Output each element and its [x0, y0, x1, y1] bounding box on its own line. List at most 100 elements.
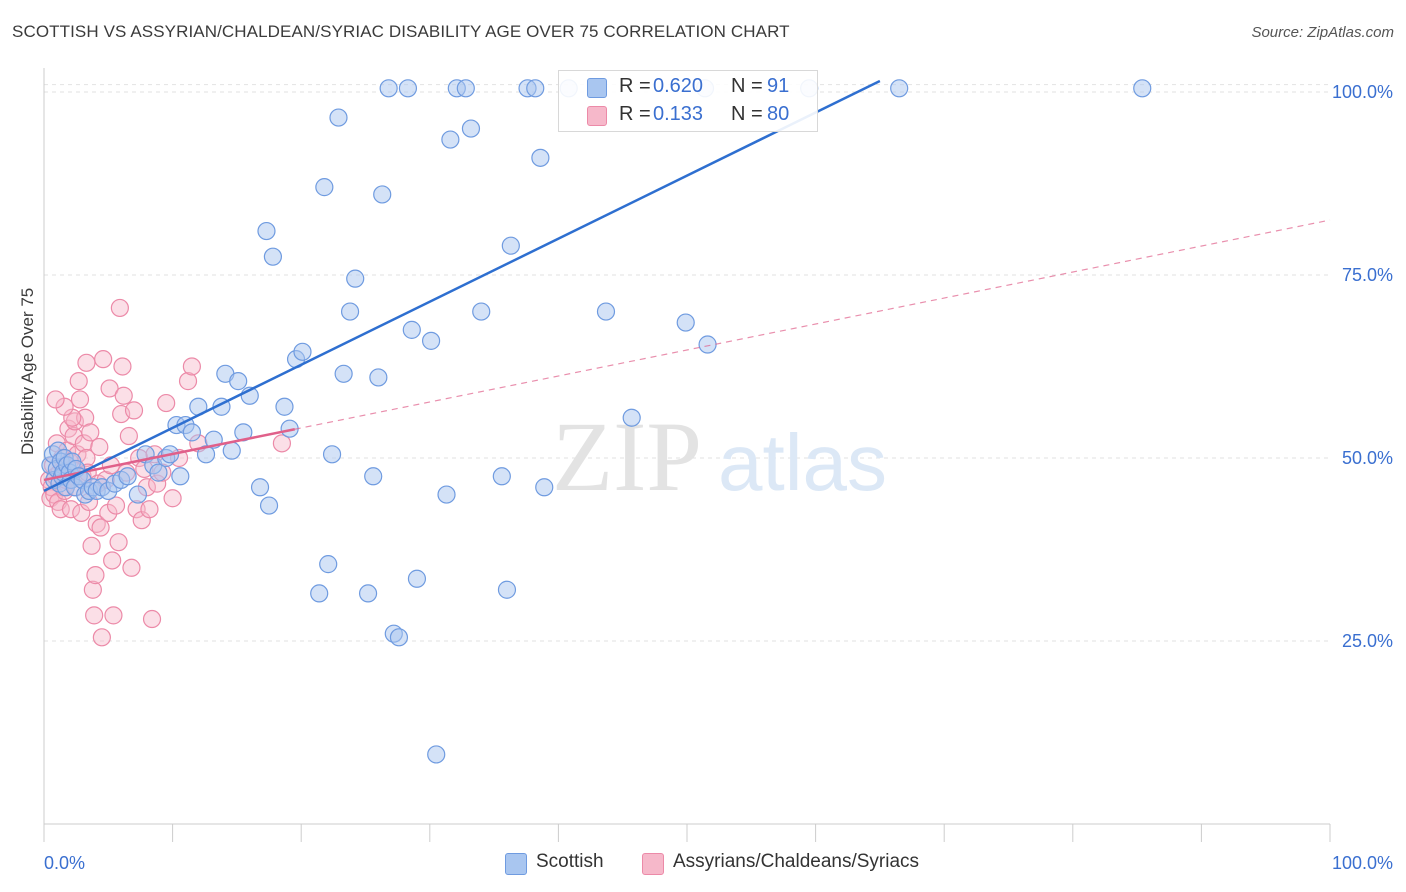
assyrian-point [114, 386, 133, 405]
assyrian-point [109, 533, 128, 552]
scottish-legend-swatch [505, 853, 527, 875]
scottish-point [315, 178, 334, 197]
scottish-point [379, 79, 398, 98]
assyrian-point [91, 518, 110, 537]
assyrian-swatch [587, 106, 607, 126]
scottish-point [389, 628, 409, 647]
scottish-point [398, 79, 418, 98]
scottish-point [461, 119, 481, 138]
scottish-point [322, 445, 342, 464]
scottish-point [456, 79, 475, 98]
assyrian-point [124, 401, 144, 420]
scottish-point [364, 467, 383, 486]
assyrian-point [83, 580, 102, 599]
axes [43, 68, 1331, 842]
assyrian-point [272, 434, 292, 453]
scottish-point [128, 485, 147, 504]
scottish-point [427, 745, 446, 764]
scottish-point [346, 269, 365, 288]
assyrian-point [94, 350, 113, 369]
assyrian-point [163, 489, 182, 508]
assyrian-point [82, 536, 101, 555]
scottish-point [171, 467, 190, 486]
scottish-point [501, 236, 520, 255]
assyrian-point [81, 423, 100, 442]
chart-title: SCOTTISH VS ASSYRIAN/CHALDEAN/SYRIAC DIS… [12, 22, 790, 41]
scottish-point [676, 313, 695, 332]
scottish-point [263, 247, 283, 266]
scottish-point [441, 130, 460, 149]
scottish-point [437, 485, 456, 504]
scottish-point [275, 397, 294, 416]
correlation-legend: R = 0.620 N = 91 R = 0.133 N = 80 [558, 70, 818, 132]
assyrian-point [104, 606, 123, 625]
assyrian-point [100, 379, 119, 398]
y-tick-label: 25.0% [1342, 631, 1393, 651]
watermark: ZIP atlas [552, 401, 887, 512]
scottish-point [310, 584, 329, 603]
assyrian-point [103, 551, 122, 570]
assyrian-point [113, 357, 132, 376]
scottish-point [526, 79, 545, 98]
scottish-point [250, 478, 270, 497]
scottish-point [421, 331, 441, 350]
scottish-point [319, 555, 338, 574]
scottish-point [369, 368, 388, 387]
watermark-atlas: atlas [718, 418, 887, 507]
y-axis-label: Disability Age Over 75 [18, 287, 37, 455]
legend-r-label: R = [619, 75, 651, 97]
scottish-point [257, 221, 276, 241]
scottish-point [531, 148, 550, 167]
assyrian-point [157, 393, 176, 413]
legend-row-assyrian: R = 0.133 N = 80 [559, 101, 817, 129]
assyrian-point [178, 372, 198, 391]
y-tick-label: 50.0% [1342, 448, 1393, 468]
assyrian-point [90, 437, 109, 457]
scottish-point [259, 496, 279, 515]
scottish-point [329, 108, 348, 127]
scottish-point [402, 320, 421, 339]
scottish-point [222, 441, 241, 460]
legend-r-value: 0.620 [653, 75, 704, 97]
scottish-point [118, 467, 137, 486]
assyrian-point [182, 357, 201, 376]
tick-labels: 25.0% 50.0% 75.0% 100.0% 0.0% 100.0% [44, 82, 1393, 873]
assyrian-point [140, 500, 159, 519]
scottish-point [182, 423, 201, 442]
assyrian-point [77, 353, 96, 372]
x-tick-label: 100.0% [1332, 853, 1393, 873]
scottish-point [596, 302, 616, 321]
legend-n-value: 91 [767, 75, 790, 97]
scottish-point [340, 302, 360, 321]
scottish-point [472, 302, 491, 321]
source-label: Source: ZipAtlas.com [1251, 24, 1394, 41]
scottish-point [890, 79, 909, 98]
assyrian-point [92, 628, 111, 647]
scottish-point [497, 580, 517, 599]
assyrian-point [46, 390, 65, 409]
legend-n-label: N = [731, 103, 763, 125]
scottish-point [373, 185, 392, 204]
legend-n-value: 80 [767, 103, 790, 125]
assyrian-point [99, 503, 118, 522]
scottish-point [149, 463, 168, 482]
assyrian-point [74, 434, 93, 453]
legend-r-value: 0.133 [653, 103, 704, 125]
y-tick-label: 75.0% [1342, 265, 1393, 285]
trend-lines [43, 79, 1331, 493]
scottish-point [1133, 79, 1152, 98]
scottish-point [698, 335, 717, 354]
x-tick-label: 0.0% [44, 853, 85, 873]
scottish-point [334, 364, 353, 383]
assyrian-point [142, 609, 162, 629]
legend-item-scottish: Scottish [536, 851, 604, 872]
assyrian-point [70, 390, 90, 409]
assyrian-point [85, 606, 104, 625]
legend-n-label: N = [731, 75, 763, 97]
scottish-point [535, 478, 554, 497]
legend-row-scottish: R = 0.620 N = 91 [559, 73, 817, 101]
gridlines [44, 84, 1330, 642]
legend-r-label: R = [619, 103, 651, 125]
assyrian-point [119, 426, 138, 446]
